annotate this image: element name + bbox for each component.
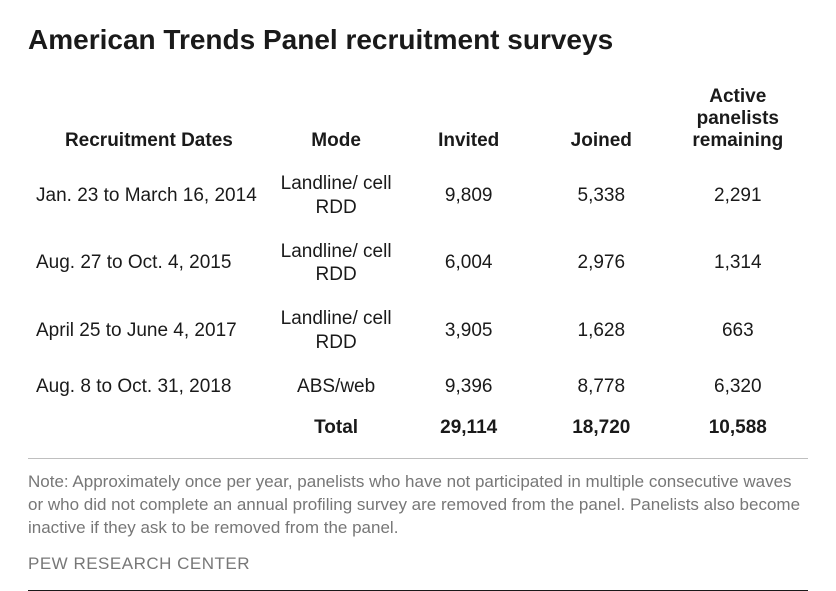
cell-invited: 3,905 xyxy=(402,297,535,365)
cell-total-empty xyxy=(28,408,270,458)
col-header-invited: Invited xyxy=(402,80,535,162)
col-header-mode: Mode xyxy=(270,80,403,162)
table-row: Aug. 27 to Oct. 4, 2015 Landline/ cell R… xyxy=(28,230,808,298)
cell-joined: 1,628 xyxy=(535,297,668,365)
cell-total-remaining: 10,588 xyxy=(668,408,808,458)
cell-joined: 2,976 xyxy=(535,230,668,298)
cell-joined: 5,338 xyxy=(535,162,668,230)
table-row: Jan. 23 to March 16, 2014 Landline/ cell… xyxy=(28,162,808,230)
cell-remaining: 663 xyxy=(668,297,808,365)
table-total-row: Total 29,114 18,720 10,588 xyxy=(28,408,808,458)
cell-mode: Landline/ cell RDD xyxy=(270,230,403,298)
cell-mode: Landline/ cell RDD xyxy=(270,162,403,230)
cell-dates: Aug. 27 to Oct. 4, 2015 xyxy=(28,230,270,298)
cell-total-joined: 18,720 xyxy=(535,408,668,458)
cell-mode: ABS/web xyxy=(270,365,403,409)
cell-total-label: Total xyxy=(270,408,403,458)
cell-invited: 9,809 xyxy=(402,162,535,230)
cell-mode: Landline/ cell RDD xyxy=(270,297,403,365)
col-header-remaining: Active panelists remaining xyxy=(668,80,808,162)
cell-total-invited: 29,114 xyxy=(402,408,535,458)
cell-invited: 6,004 xyxy=(402,230,535,298)
cell-remaining: 1,314 xyxy=(668,230,808,298)
col-header-dates: Recruitment Dates xyxy=(28,80,270,162)
cell-dates: Jan. 23 to March 16, 2014 xyxy=(28,162,270,230)
table-header-row: Recruitment Dates Mode Invited Joined Ac… xyxy=(28,80,808,162)
cell-invited: 9,396 xyxy=(402,365,535,409)
cell-remaining: 2,291 xyxy=(668,162,808,230)
table-title: American Trends Panel recruitment survey… xyxy=(28,24,808,56)
col-header-joined: Joined xyxy=(535,80,668,162)
recruitment-table: Recruitment Dates Mode Invited Joined Ac… xyxy=(28,80,808,458)
cell-dates: April 25 to June 4, 2017 xyxy=(28,297,270,365)
table-row: April 25 to June 4, 2017 Landline/ cell … xyxy=(28,297,808,365)
cell-remaining: 6,320 xyxy=(668,365,808,409)
footer-block: Note: Approximately once per year, panel… xyxy=(28,458,808,591)
note-text: Note: Approximately once per year, panel… xyxy=(28,471,808,540)
table-row: Aug. 8 to Oct. 31, 2018 ABS/web 9,396 8,… xyxy=(28,365,808,409)
cell-joined: 8,778 xyxy=(535,365,668,409)
cell-dates: Aug. 8 to Oct. 31, 2018 xyxy=(28,365,270,409)
